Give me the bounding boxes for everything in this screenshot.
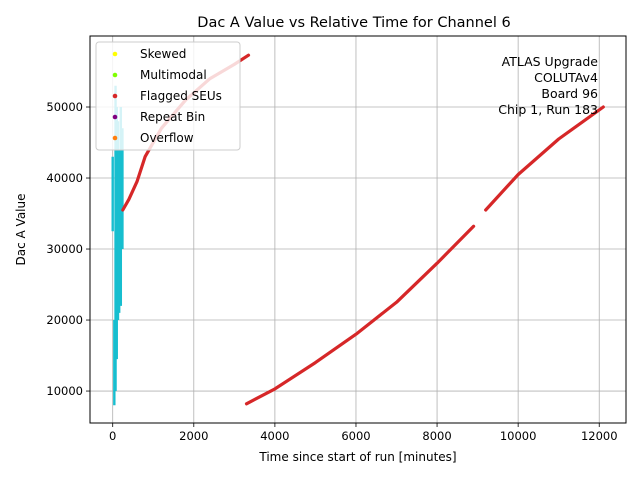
- legend-label: Repeat Bin: [140, 110, 205, 124]
- y-tick-label: 50000: [46, 100, 83, 114]
- legend-label: Overflow: [140, 131, 194, 145]
- legend-marker: [112, 51, 118, 57]
- legend-marker: [112, 135, 118, 141]
- legend-label: Skewed: [140, 47, 186, 61]
- x-tick-label: 4000: [260, 429, 289, 443]
- x-tick-label: 8000: [422, 429, 451, 443]
- seu-curve: [244, 224, 476, 406]
- x-tick-label: 0: [109, 429, 116, 443]
- y-axis-label: Dac A Value: [14, 194, 28, 266]
- x-tick-label: 10000: [500, 429, 537, 443]
- y-tick-label: 20000: [46, 313, 83, 327]
- y-tick-label: 10000: [46, 384, 83, 398]
- legend-box: [95, 41, 241, 151]
- y-tick-label: 40000: [46, 171, 83, 185]
- legend-marker: [112, 114, 118, 120]
- legend-marker: [112, 72, 118, 78]
- seu-curve: [484, 105, 605, 212]
- legend-label: Multimodal: [140, 68, 207, 82]
- x-axis: 0 2000 4000 6000 8000 10000 12000: [109, 423, 618, 443]
- annotation-line: Board 96: [541, 86, 598, 101]
- legend-marker: [112, 93, 118, 99]
- annotation-line: ATLAS Upgrade: [502, 54, 599, 69]
- x-tick-label: 6000: [341, 429, 370, 443]
- chart-title: Dac A Value vs Relative Time for Channel…: [197, 15, 510, 31]
- legend: Skewed Multimodal Flagged SEUs Repeat Bin Ov…: [95, 41, 241, 151]
- legend-label: Flagged SEUs: [140, 89, 222, 103]
- y-axis: 10000 20000 30000 40000 50000: [46, 100, 90, 398]
- annotation-line: Chip 1, Run 183: [498, 102, 598, 117]
- y-tick-label: 30000: [46, 242, 83, 256]
- x-tick-label: 2000: [179, 429, 208, 443]
- annotation-line: COLUTAv4: [534, 70, 598, 85]
- x-tick-label: 12000: [581, 429, 618, 443]
- x-axis-label: Time since start of run [minutes]: [258, 450, 456, 464]
- grid: [90, 36, 626, 423]
- plot-frame: [89, 35, 627, 424]
